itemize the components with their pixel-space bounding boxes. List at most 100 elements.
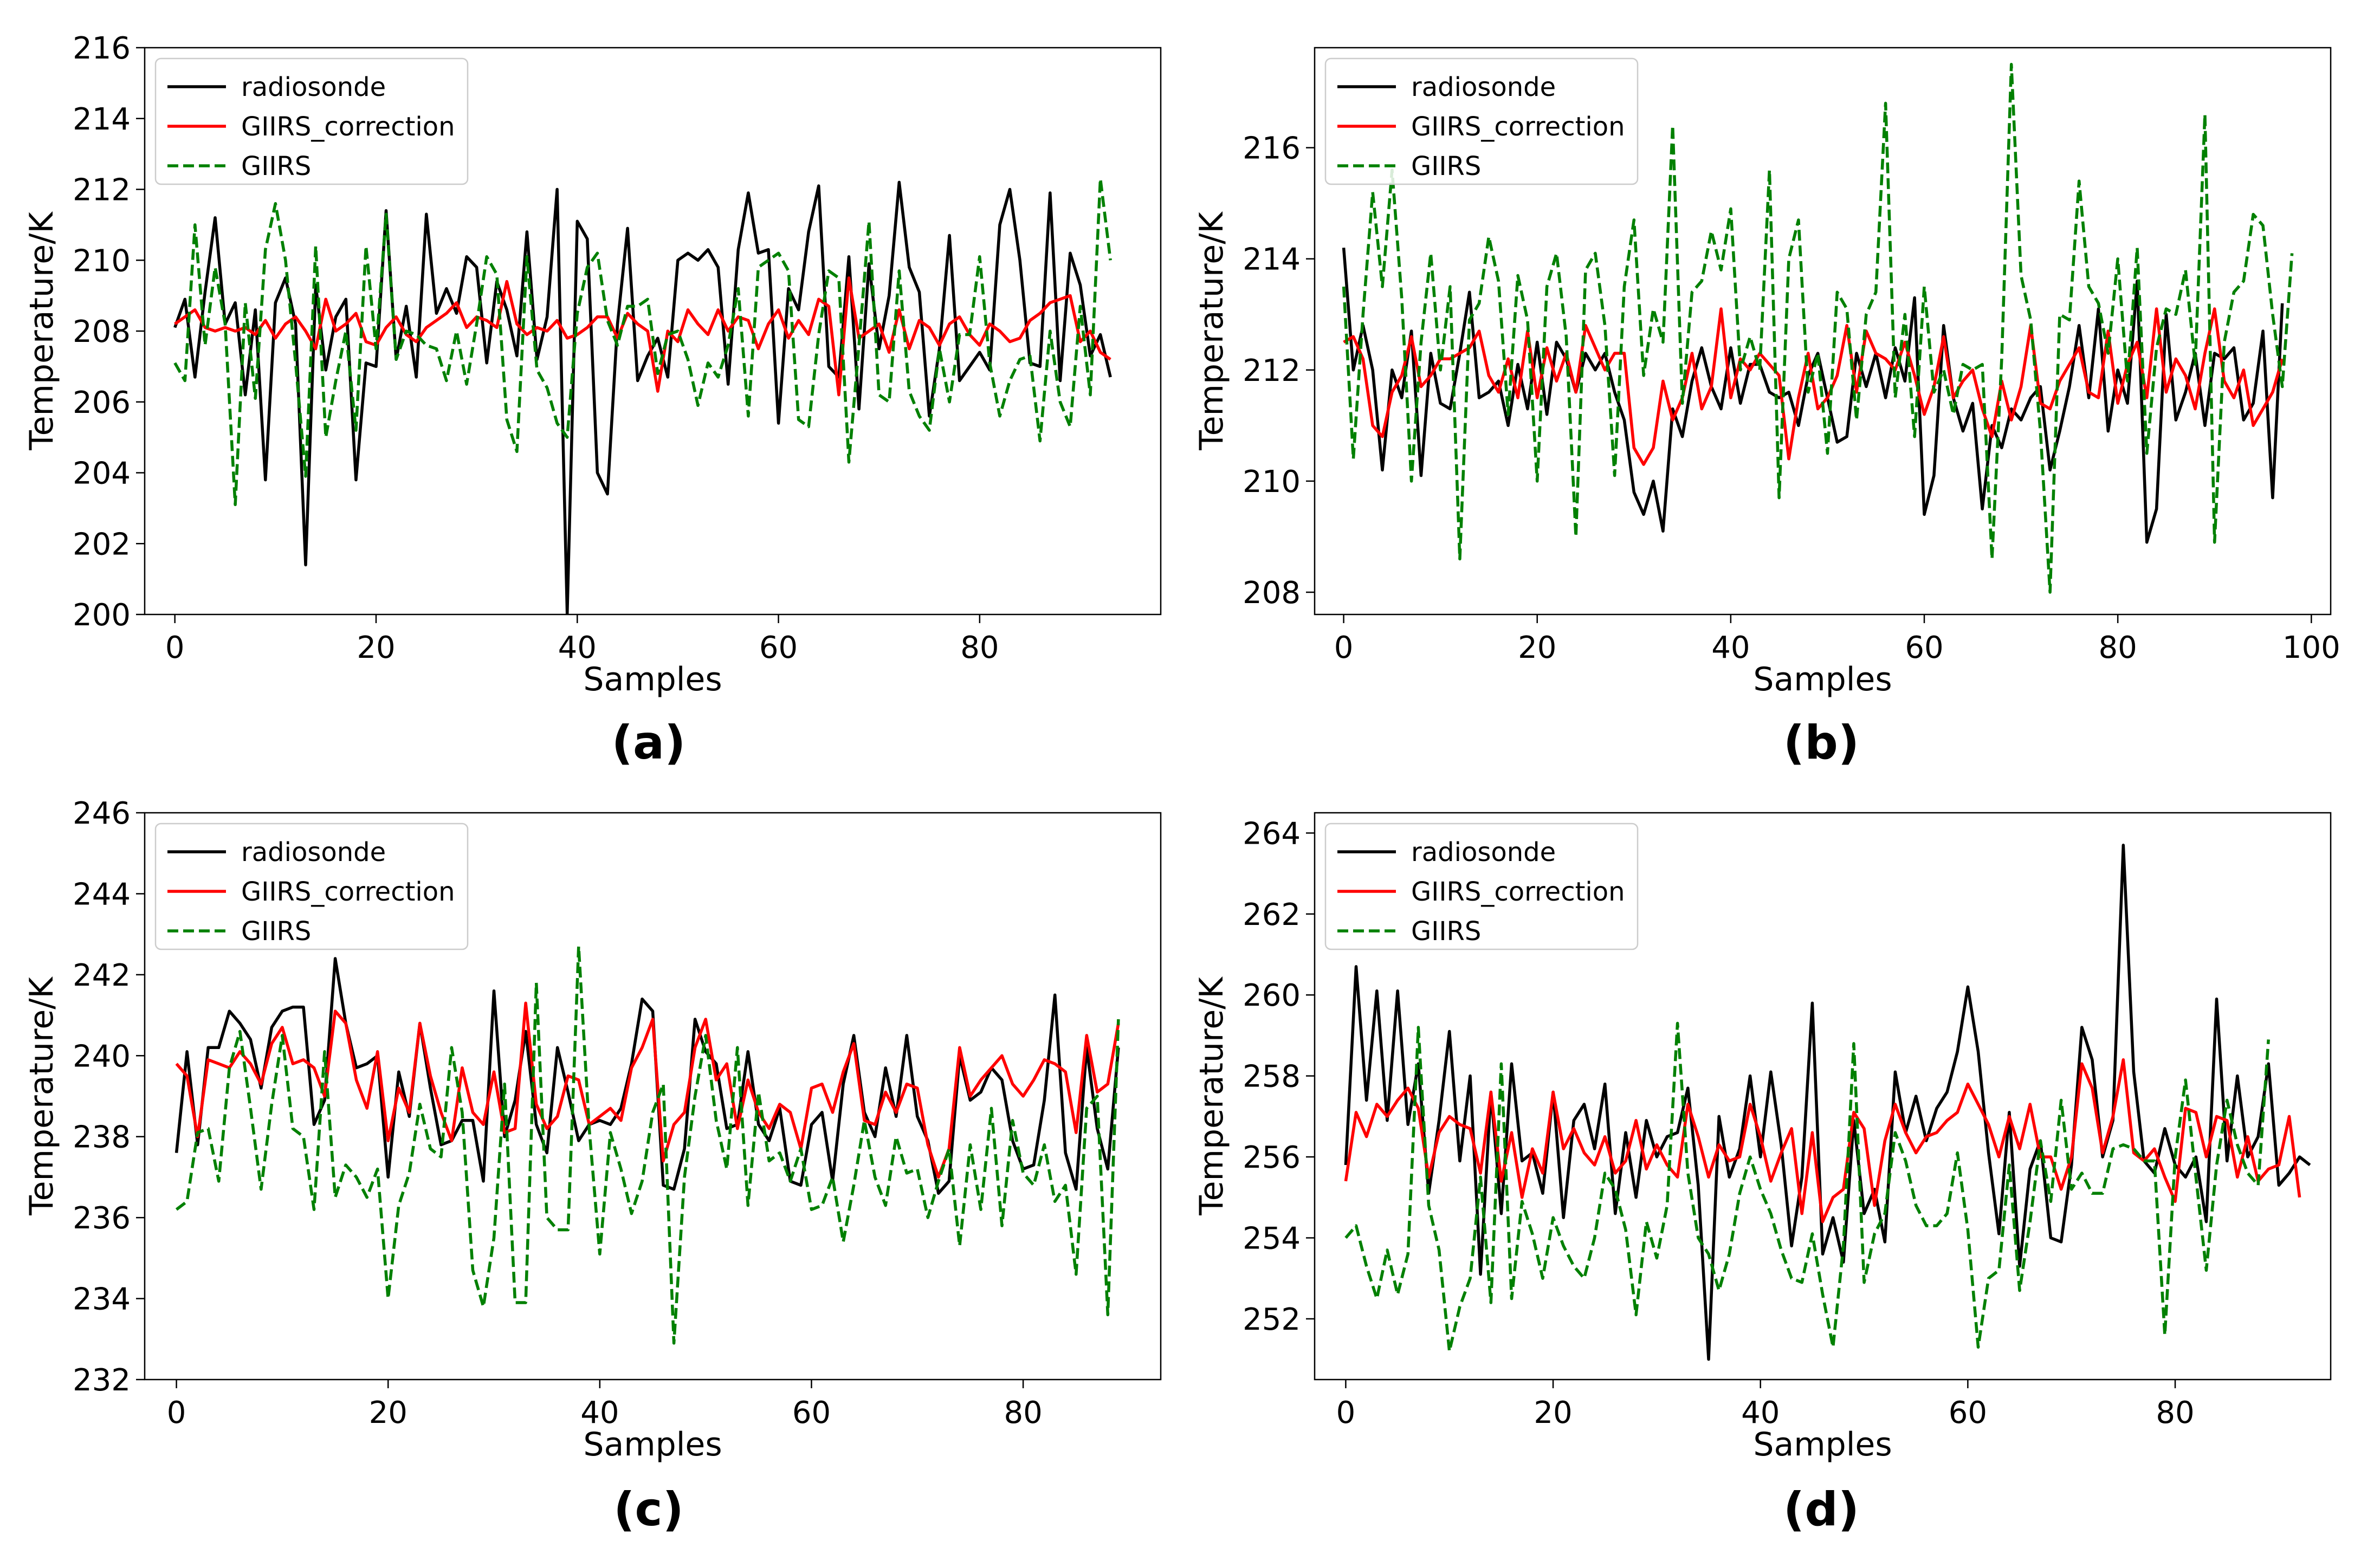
y-tick-label: 236 — [73, 1201, 131, 1236]
x-tick-label: 80 — [2099, 630, 2137, 665]
legend-label-giirs-correction: GIIRS_correction — [1411, 877, 1625, 907]
x-tick-label: 40 — [558, 630, 597, 665]
x-tick-label: 80 — [2156, 1395, 2194, 1430]
y-tick-label: 214 — [73, 102, 131, 137]
y-tick-label: 212 — [73, 173, 131, 208]
series-group — [173, 177, 1112, 614]
y-tick-label: 246 — [73, 796, 131, 831]
y-tick-label: 214 — [1243, 242, 1301, 277]
y-tick-label: 216 — [73, 31, 131, 66]
y-tick-label: 204 — [73, 456, 131, 491]
y-tick-label: 264 — [1243, 816, 1301, 851]
y-tick-label: 216 — [1243, 131, 1301, 166]
panel-caption: (a) — [612, 716, 686, 770]
x-tick-label: 0 — [1336, 1395, 1356, 1430]
y-tick-label: 262 — [1243, 897, 1301, 933]
x-tick-label: 20 — [1534, 1395, 1572, 1430]
panel-b: 0 20 40 60 80 100 208 210 212 214 216 Samples Temper… — [1193, 47, 2340, 770]
y-tick-label: 252 — [1243, 1302, 1301, 1337]
series-line-radiosonde — [1344, 844, 2311, 1361]
x-tick-label: 0 — [1334, 630, 1354, 665]
series-line-giirs — [173, 177, 1112, 507]
y-tick-label: 240 — [73, 1039, 131, 1074]
legend-box — [154, 57, 469, 185]
x-tick-label: 80 — [1004, 1395, 1042, 1430]
legend-label-radiosonde: radiosonde — [1411, 837, 1556, 868]
y-axis-label: Temperature/K — [1193, 976, 1231, 1216]
legend: radiosonde GIIRS_correction GIIRS — [154, 57, 469, 185]
legend-label-giirs: GIIRS — [1411, 916, 1481, 947]
x-axis-label: Samples — [1753, 661, 1892, 698]
panel-a: 0 20 40 60 80 200 202 204 206 208 210 212 214 216 Samp… — [23, 31, 1162, 770]
legend-box — [154, 823, 469, 950]
x-axis-label: Samples — [583, 661, 722, 698]
series-line-giirs — [1342, 63, 2294, 594]
panel-caption: (c) — [613, 1483, 684, 1537]
x-tick-label: 20 — [357, 630, 395, 665]
y-axis-label: Temperature/K — [23, 211, 61, 451]
panel-d: 0 20 40 60 80 252 254 256 258 260 262 264 Samples Tem… — [1193, 812, 2332, 1537]
x-tick-label: 20 — [369, 1395, 408, 1430]
y-tick-label: 208 — [1243, 575, 1301, 611]
series-line-radiosonde — [174, 957, 1120, 1195]
legend: radiosonde GIIRS_correction GIIRS — [1324, 823, 1639, 950]
legend-label-radiosonde: radiosonde — [241, 837, 386, 868]
x-tick-label: 0 — [167, 1395, 186, 1430]
x-axis-label: Samples — [583, 1426, 722, 1464]
series-line-giirs — [175, 944, 1120, 1345]
legend: radiosonde GIIRS_correction GIIRS — [154, 823, 469, 950]
y-tick-label: 208 — [73, 314, 131, 349]
y-tick-label: 260 — [1243, 978, 1301, 1013]
legend-label-giirs: GIIRS — [241, 151, 311, 182]
legend-label-radiosonde: radiosonde — [1411, 72, 1556, 102]
y-tick-label: 244 — [73, 877, 131, 912]
y-tick-label: 210 — [1243, 464, 1301, 500]
y-axis-label: Temperature/K — [23, 976, 61, 1216]
legend-label-giirs: GIIRS — [1411, 151, 1481, 182]
y-tick-label: 256 — [1243, 1140, 1301, 1175]
legend: radiosonde GIIRS_correction GIIRS — [1324, 57, 1639, 185]
legend-box — [1324, 823, 1639, 950]
legend-label-giirs-correction: GIIRS_correction — [241, 877, 455, 907]
series-line-radiosonde — [173, 180, 1112, 614]
y-tick-label: 258 — [1243, 1059, 1301, 1095]
x-tick-label: 40 — [1741, 1395, 1780, 1430]
x-tick-label: 60 — [1949, 1395, 1987, 1430]
y-tick-label: 210 — [73, 243, 131, 279]
series-group — [174, 944, 1120, 1345]
y-tick-label: 234 — [73, 1282, 131, 1317]
series-line-giirs-correction — [1343, 307, 2284, 466]
y-tick-label: 254 — [1243, 1221, 1301, 1257]
panel-c: 0 20 40 60 80 232 234 236 238 240 242 244 246 Samples… — [23, 796, 1162, 1537]
series-line-giirs-correction — [174, 276, 1111, 397]
y-tick-label: 206 — [73, 385, 131, 420]
panel-caption: (d) — [1783, 1483, 1859, 1537]
x-tick-label: 100 — [2282, 630, 2340, 665]
x-tick-label: 0 — [165, 630, 185, 665]
series-group — [1344, 844, 2311, 1361]
x-tick-label: 40 — [1711, 630, 1750, 665]
y-tick-label: 200 — [73, 598, 131, 633]
legend-box — [1324, 57, 1639, 185]
series-line-giirs-correction — [175, 1001, 1120, 1179]
panel-caption: (b) — [1783, 716, 1859, 770]
x-tick-label: 40 — [580, 1395, 619, 1430]
y-tick-label: 242 — [73, 958, 131, 993]
legend-label-giirs-correction: GIIRS_correction — [241, 112, 455, 142]
x-tick-label: 20 — [1518, 630, 1556, 665]
y-tick-label: 232 — [73, 1363, 131, 1398]
x-tick-label: 60 — [1905, 630, 1943, 665]
y-tick-label: 212 — [1243, 353, 1301, 389]
x-tick-label: 60 — [792, 1395, 831, 1430]
series-group — [1342, 63, 2294, 594]
x-axis-label: Samples — [1753, 1426, 1892, 1464]
legend-label-radiosonde: radiosonde — [241, 72, 386, 102]
series-line-giirs-correction — [1344, 1058, 2301, 1224]
legend-label-giirs: GIIRS — [241, 916, 311, 947]
x-tick-label: 80 — [960, 630, 999, 665]
y-tick-label: 238 — [73, 1120, 131, 1155]
x-tick-label: 60 — [759, 630, 798, 665]
y-tick-label: 202 — [73, 527, 131, 562]
y-axis-label: Temperature/K — [1193, 211, 1231, 451]
